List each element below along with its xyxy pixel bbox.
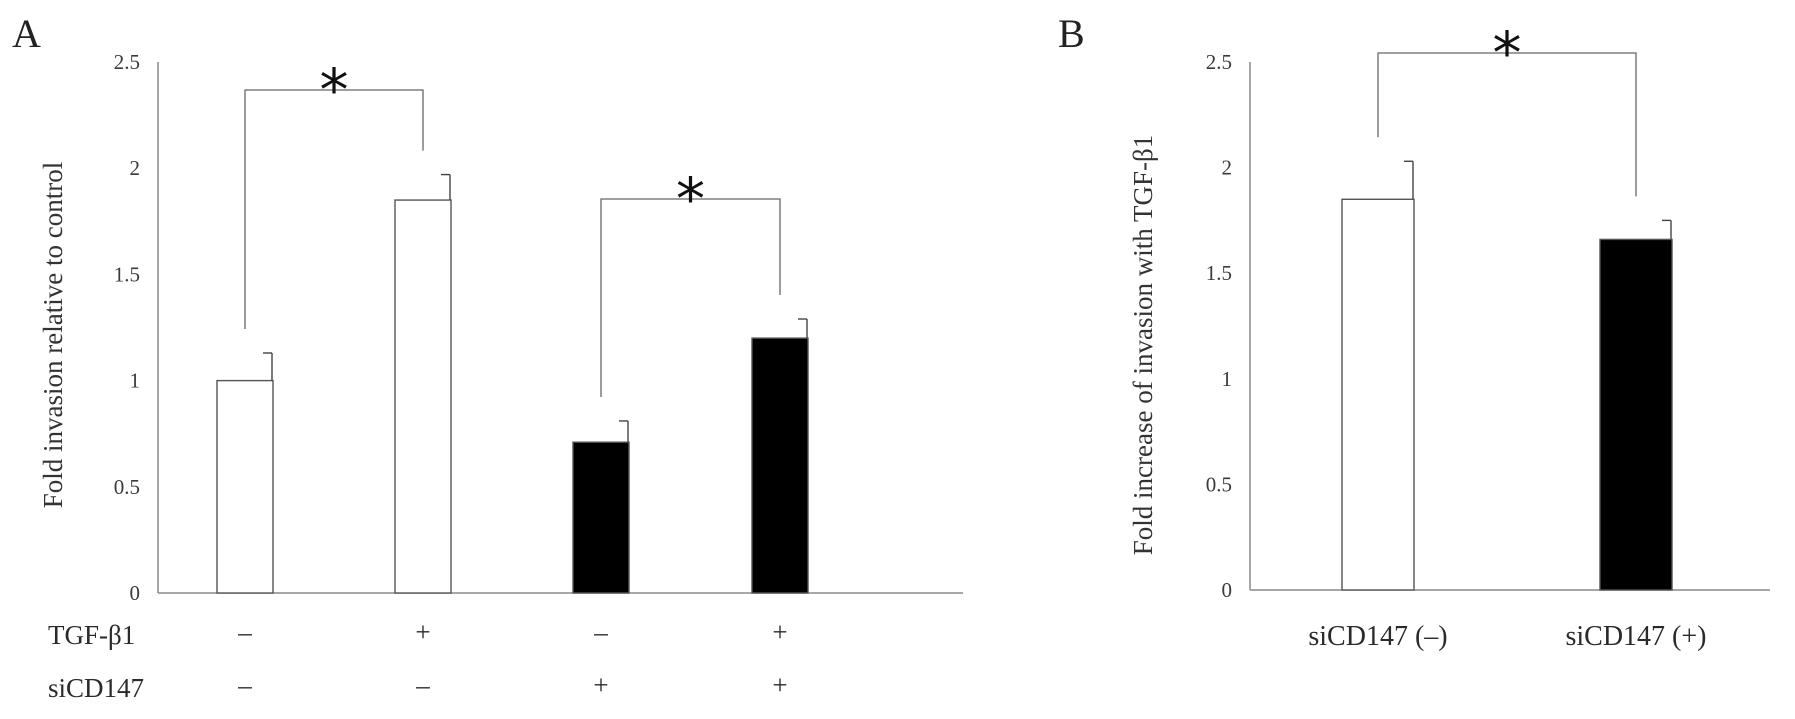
bar bbox=[394, 199, 452, 594]
significance-bracket bbox=[244, 89, 424, 329]
bar bbox=[1341, 198, 1415, 591]
y-tick-label: 0 bbox=[130, 581, 141, 605]
x-category-label: siCD147 (+) bbox=[1565, 621, 1706, 652]
bar bbox=[1599, 238, 1673, 591]
significance-asterisk: * bbox=[1493, 19, 1522, 87]
condition-label-sicd147: siCD147 bbox=[48, 673, 144, 703]
panel-a-y-ticks: 0 0.5 1 1.5 2 2.5 bbox=[114, 50, 140, 605]
y-tick-label: 0.5 bbox=[1206, 472, 1232, 496]
significance-bracket bbox=[1377, 52, 1637, 197]
condition-label-tgf: TGF-β1 bbox=[48, 620, 135, 650]
significance-asterisk: * bbox=[320, 56, 349, 124]
panel-a-bars bbox=[216, 173, 809, 594]
condition-symbol: – bbox=[237, 617, 252, 647]
panel-b-y-ticks: 0 0.5 1 1.5 2 2.5 bbox=[1206, 50, 1232, 602]
panel-b-label: B bbox=[1058, 11, 1085, 56]
bar bbox=[216, 379, 274, 594]
y-tick-label: 2 bbox=[1222, 156, 1233, 180]
y-tick-label: 0 bbox=[1222, 578, 1233, 602]
y-tick-label: 2.5 bbox=[1206, 50, 1232, 74]
condition-symbol: – bbox=[593, 617, 608, 647]
condition-symbol: + bbox=[415, 617, 430, 647]
x-category-label: siCD147 (–) bbox=[1308, 621, 1447, 652]
panel-a-y-axis-label: Fold invasion relative to control bbox=[38, 162, 68, 508]
y-tick-label: 2 bbox=[130, 156, 141, 180]
panel-a-significance: ** bbox=[244, 56, 781, 397]
bar bbox=[751, 337, 809, 594]
condition-symbol: – bbox=[237, 670, 252, 700]
condition-symbol: + bbox=[593, 670, 608, 700]
panel-b-y-axis-label: Fold increase of invasion with TGF-β1 bbox=[1128, 135, 1158, 555]
panel-a-label: A bbox=[12, 11, 41, 56]
significance-bracket bbox=[600, 198, 781, 397]
y-tick-label: 1 bbox=[1222, 367, 1233, 391]
panel-a: A Fold invasion relative to control 0 0.5… bbox=[12, 11, 963, 703]
panel-b-bars bbox=[1341, 160, 1673, 591]
condition-symbol: – bbox=[415, 670, 430, 700]
condition-symbol: + bbox=[772, 670, 787, 700]
y-tick-label: 2.5 bbox=[114, 50, 140, 74]
y-tick-label: 0.5 bbox=[114, 475, 140, 499]
panel-b: B Fold increase of invasion with TGF-β1 … bbox=[1058, 11, 1770, 652]
panel-a-condition-table: TGF-β1 siCD147 – + – + – – + + bbox=[48, 617, 788, 703]
y-tick-label: 1.5 bbox=[114, 262, 140, 286]
y-tick-label: 1.5 bbox=[1206, 261, 1232, 285]
panel-b-significance: * bbox=[1377, 19, 1637, 197]
y-tick-label: 1 bbox=[130, 369, 141, 393]
bar bbox=[572, 441, 630, 594]
significance-asterisk: * bbox=[676, 165, 705, 233]
condition-symbol: + bbox=[772, 617, 787, 647]
panel-b-x-categories: siCD147 (–) siCD147 (+) bbox=[1308, 621, 1706, 652]
